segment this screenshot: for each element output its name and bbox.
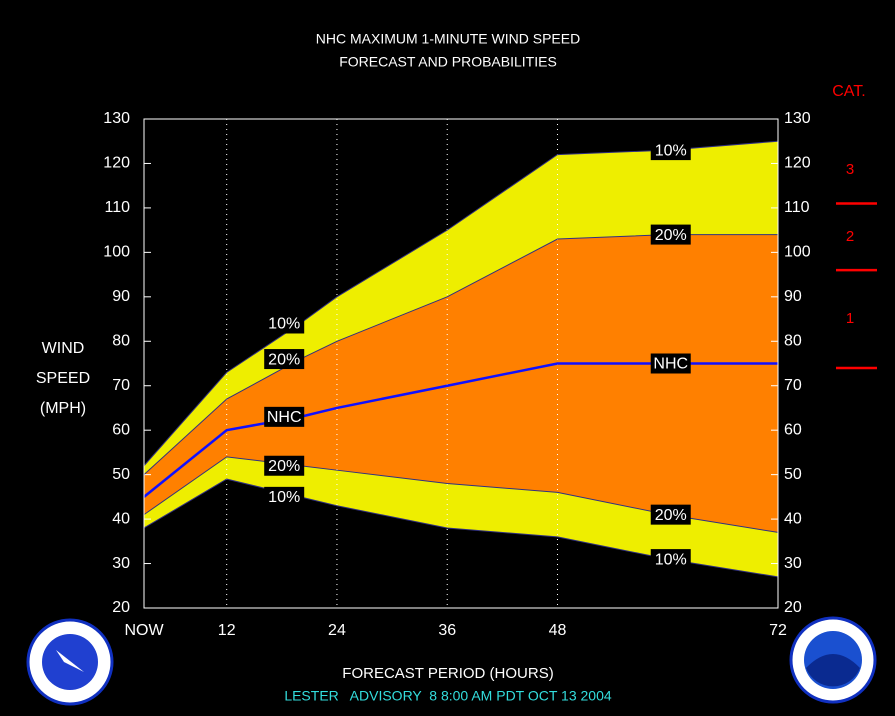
series-line bbox=[143, 362, 778, 498]
y-tick-label: 40 bbox=[112, 510, 130, 527]
series-label-text: 20% bbox=[655, 507, 687, 524]
y-tick-label: 110 bbox=[104, 199, 130, 216]
label-background bbox=[264, 455, 305, 476]
y-axis-label: (MPH) bbox=[40, 400, 86, 417]
label-background bbox=[264, 406, 305, 427]
y2-tick-label: 80 bbox=[784, 332, 802, 349]
y-tick-label: 20 bbox=[112, 599, 130, 616]
y2-tick-label: 100 bbox=[784, 244, 811, 261]
series-line bbox=[143, 456, 779, 533]
y2-tick-label: 40 bbox=[784, 510, 802, 527]
y-axis-label: SPEED bbox=[36, 370, 90, 387]
x-tick-label: 12 bbox=[218, 622, 236, 639]
y-axis-label: WIND bbox=[42, 340, 85, 357]
series-line bbox=[143, 234, 778, 476]
series-line bbox=[143, 140, 779, 467]
series-label: 20% bbox=[650, 224, 691, 245]
y2-tick-label: 30 bbox=[784, 555, 802, 572]
series-label: 10% bbox=[264, 313, 305, 334]
series-label: 20% bbox=[264, 455, 305, 476]
series-label: 20% bbox=[650, 504, 691, 525]
chart-subtitle: FORECAST AND PROBABILITIES bbox=[339, 54, 557, 70]
y-tick-label: 60 bbox=[112, 421, 130, 438]
series-label-text: 10% bbox=[655, 551, 687, 568]
y-tick-label: 50 bbox=[112, 466, 130, 483]
series-label-text: 20% bbox=[268, 351, 300, 368]
label-background bbox=[650, 353, 691, 374]
y-tick-label: 70 bbox=[112, 377, 130, 394]
y-tick-label: 130 bbox=[103, 110, 130, 127]
series-label: 10% bbox=[264, 486, 305, 507]
label-background bbox=[650, 224, 691, 245]
plot-frame bbox=[143, 118, 779, 609]
x-tick-label: 72 bbox=[769, 622, 787, 639]
series-label-text: 20% bbox=[268, 458, 300, 475]
series-label: NHC bbox=[650, 353, 691, 374]
series-label-text: 20% bbox=[655, 227, 687, 244]
series-label-text: NHC bbox=[653, 356, 688, 373]
series-label-text: NHC bbox=[267, 409, 302, 426]
y2-tick-label: 50 bbox=[784, 466, 802, 483]
label-background bbox=[264, 313, 305, 334]
x-tick-label: NOW bbox=[124, 622, 164, 639]
x-tick-label: 48 bbox=[549, 622, 567, 639]
y2-tick-label: 110 bbox=[784, 199, 810, 216]
y-tick-label: 30 bbox=[112, 555, 130, 572]
y2-tick-label: 20 bbox=[784, 599, 802, 616]
y-tick-label: 100 bbox=[103, 244, 130, 261]
series-label: NHC bbox=[264, 406, 305, 427]
y2-tick-label: 60 bbox=[784, 421, 802, 438]
category-label: 2 bbox=[846, 228, 854, 245]
x-axis-label: FORECAST PERIOD (HOURS) bbox=[342, 665, 553, 682]
nws-logo bbox=[26, 618, 114, 706]
series-label: 20% bbox=[264, 349, 305, 370]
label-background bbox=[264, 349, 305, 370]
y2-tick-label: 70 bbox=[784, 377, 802, 394]
y-tick-label: 120 bbox=[103, 155, 130, 172]
y2-tick-label: 130 bbox=[784, 110, 811, 127]
label-background bbox=[650, 140, 691, 161]
label-background bbox=[650, 504, 691, 525]
y2-tick-label: 90 bbox=[784, 288, 802, 305]
y2-tick-label: 120 bbox=[784, 155, 811, 172]
noaa-logo bbox=[789, 616, 877, 704]
series-label-text: 10% bbox=[268, 316, 300, 333]
y-tick-label: 90 bbox=[112, 288, 130, 305]
footer: LESTER ADVISORY 8 8:00 AM PDT OCT 13 200… bbox=[284, 688, 612, 704]
category-label: 3 bbox=[846, 161, 854, 178]
category-title: CAT. bbox=[832, 83, 865, 100]
category-label: 1 bbox=[846, 310, 854, 327]
series-label: 10% bbox=[650, 140, 691, 161]
series-line bbox=[143, 478, 779, 578]
series-label-text: 10% bbox=[268, 489, 300, 506]
chart-title: NHC MAXIMUM 1-MINUTE WIND SPEED bbox=[316, 31, 580, 47]
label-background bbox=[650, 549, 691, 570]
x-tick-label: 36 bbox=[438, 622, 456, 639]
x-tick-label: 24 bbox=[328, 622, 346, 639]
y-tick-label: 80 bbox=[112, 332, 130, 349]
label-background bbox=[264, 486, 305, 507]
series-label: 10% bbox=[650, 549, 691, 570]
series-label-text: 10% bbox=[655, 142, 687, 159]
